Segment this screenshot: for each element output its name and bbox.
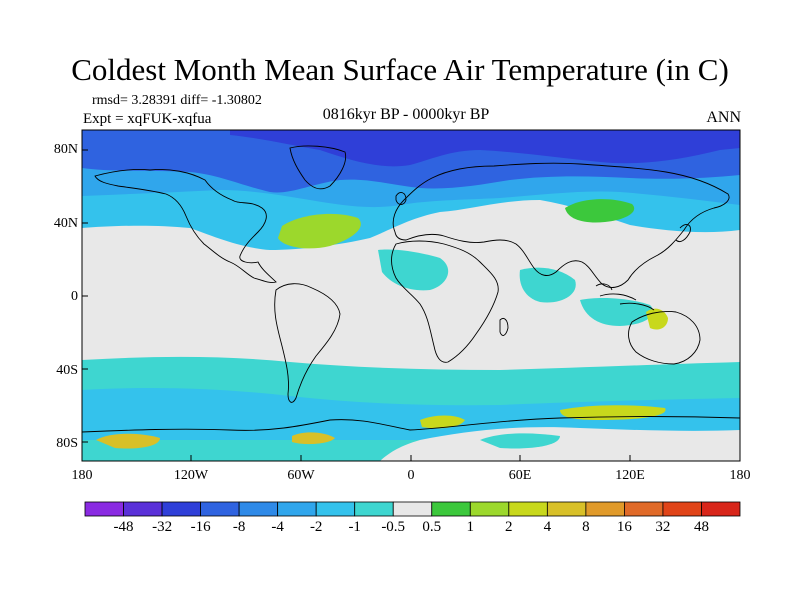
- coast-british-isles: [395, 192, 407, 205]
- colorbar-swatch-3: [200, 501, 240, 517]
- lat-label-80s: 80S: [56, 436, 78, 451]
- axis-ticks: [82, 149, 631, 461]
- colorbar-swatch-8: [392, 501, 433, 517]
- colorbar-label-2: -16: [190, 519, 211, 535]
- coast-australia: [628, 311, 701, 365]
- anomaly-region-arctic-cold: [230, 130, 740, 167]
- colorbar-swatch-1: [123, 501, 163, 517]
- coast-indonesia: [595, 283, 655, 311]
- colorbar-swatch-15: [662, 501, 702, 517]
- colorbar-label-12: 8: [582, 519, 590, 535]
- colorbar-swatch-16: [701, 501, 741, 517]
- anomaly-region-antarctic-warm-2: [292, 432, 335, 445]
- experiment-label: Expt = xqFUK-xqfua: [83, 111, 212, 127]
- colorbar-swatch-5: [277, 501, 317, 517]
- rmsd-diff-stats: rmsd= 3.28391 diff= -1.30802: [92, 93, 262, 108]
- colorbar-swatch-14: [624, 501, 664, 517]
- time-period-label: 0816kyr BP - 0000kyr BP: [322, 106, 490, 123]
- coastlines: [81, 145, 741, 433]
- lat-label-0: 0: [71, 289, 78, 304]
- colorbar-label-10: 2: [505, 519, 513, 535]
- coast-greenland: [289, 145, 347, 190]
- colorbar-swatch-7: [354, 501, 394, 517]
- colorbar-swatch-10: [469, 501, 510, 517]
- colorbar-label-7: -0.5: [381, 519, 406, 535]
- lon-label-120w: 120W: [173, 468, 209, 483]
- anomaly-region-antarctic-neutral: [380, 427, 740, 461]
- lon-label-60e: 60E: [508, 468, 532, 483]
- colorbar-label-6: -1: [348, 519, 361, 535]
- colorbar-label-1: -32: [152, 519, 173, 535]
- anomaly-region-australia-warm: [646, 308, 668, 330]
- colorbar-label-13: 16: [616, 519, 632, 535]
- anomaly-region-maritime-cool: [580, 297, 654, 326]
- coast-antarctica: [81, 416, 741, 433]
- colorbar-label-0: -48: [113, 519, 134, 535]
- anomaly-region-antarctic-cool: [480, 433, 560, 449]
- colorbar-label-9: 1: [466, 519, 475, 535]
- colorbar: [84, 501, 741, 517]
- lon-label-180-left: 180: [71, 468, 93, 483]
- colorbar-label-11: 4: [543, 519, 552, 535]
- coast-eurasia: [392, 162, 730, 288]
- colorbar-swatch-2: [161, 501, 201, 517]
- lon-label-180-right: 180: [729, 468, 751, 483]
- lat-label-40n: 40N: [53, 216, 78, 231]
- colorbar-swatch-9: [431, 501, 471, 517]
- lon-label-0: 0: [407, 468, 415, 483]
- colorbar-swatch-0: [84, 501, 124, 517]
- anomaly-region-antarctic-warm-1: [96, 433, 160, 449]
- colorbar-swatch-4: [238, 501, 279, 517]
- colorbar-label-8: 0.5: [422, 519, 442, 535]
- anomaly-fields: [82, 130, 740, 461]
- anomaly-region-atlantic-warm: [278, 213, 361, 249]
- anomaly-region-tropics-cool-indian: [519, 267, 576, 303]
- lat-label-80n: 80N: [53, 142, 78, 157]
- colorbar-label-14: 32: [655, 519, 671, 535]
- anomaly-region-tropics-cool-atlantic: [378, 249, 449, 291]
- colorbar-swatch-12: [546, 501, 587, 517]
- anomaly-region-antarctic-warm-3: [420, 415, 465, 429]
- coast-madagascar: [499, 317, 509, 336]
- coast-south-america: [274, 283, 341, 403]
- colorbar-label-15: 48: [694, 519, 709, 535]
- colorbar-label-3: -8: [232, 519, 246, 535]
- colorbar-swatch-11: [508, 501, 548, 517]
- coast-africa: [391, 240, 499, 363]
- anomaly-region-asia-warm: [565, 199, 635, 223]
- season-label: ANN: [706, 109, 741, 126]
- colorbar-swatch-13: [585, 501, 625, 517]
- map-title: Coldest Month Mean Surface Air Temperatu…: [71, 52, 729, 87]
- anomaly-region-southern-colder: [82, 388, 740, 440]
- colorbar-swatch-6: [315, 501, 356, 517]
- lon-label-60w: 60W: [287, 468, 315, 483]
- lon-label-120e: 120E: [615, 468, 645, 483]
- coast-north-america: [94, 169, 277, 283]
- colorbar-label-4: -4: [271, 519, 284, 535]
- colorbar-label-5: -2: [309, 519, 323, 535]
- coast-japan: [675, 224, 691, 243]
- lat-label-40s: 40S: [56, 363, 78, 378]
